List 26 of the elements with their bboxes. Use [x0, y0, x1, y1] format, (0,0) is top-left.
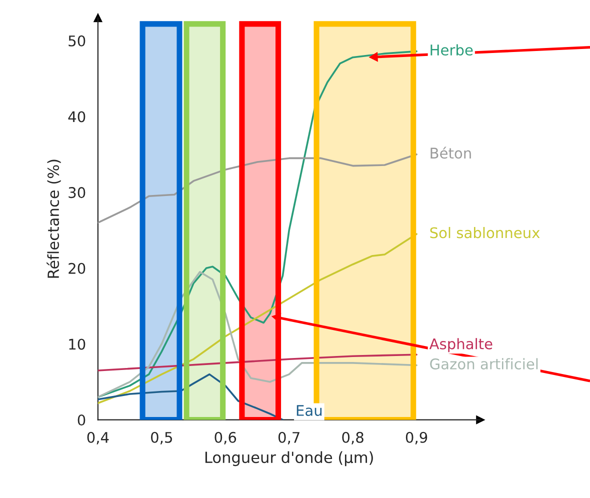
y-tick-label: 20 [68, 262, 86, 274]
x-tick-label: 0,7 [278, 432, 300, 444]
x-axis-title: Longueur d'onde (µm) [205, 451, 373, 466]
x-tick-label: 0,5 [151, 432, 172, 444]
series-label: Eau [296, 405, 322, 416]
line-series [98, 154, 418, 224]
series-label: Béton [430, 146, 471, 159]
x-tick-label: 0,6 [214, 432, 236, 444]
line-series [98, 271, 418, 398]
line-series [98, 50, 418, 398]
series-label: Asphalte [429, 338, 492, 352]
line-series [98, 233, 418, 404]
series-label: Sol sablonneux [430, 226, 540, 238]
y-tick-label: 0 [78, 414, 86, 426]
x-tick-label: 0,8 [342, 432, 364, 444]
y-tick-label: 50 [68, 35, 86, 46]
y-axis-title: Réflectance (%) [46, 160, 61, 278]
series-label: Gazon artificiel [430, 358, 538, 370]
x-tick-label: 0,4 [87, 432, 109, 444]
series-label: Herbe [430, 44, 473, 56]
line-series [98, 354, 418, 372]
y-tick-label: 40 [68, 111, 86, 122]
line-series [98, 373, 284, 420]
y-tick-label: 30 [68, 187, 86, 198]
y-tick-label: 10 [69, 338, 86, 350]
x-tick-label: 0,9 [406, 432, 428, 444]
